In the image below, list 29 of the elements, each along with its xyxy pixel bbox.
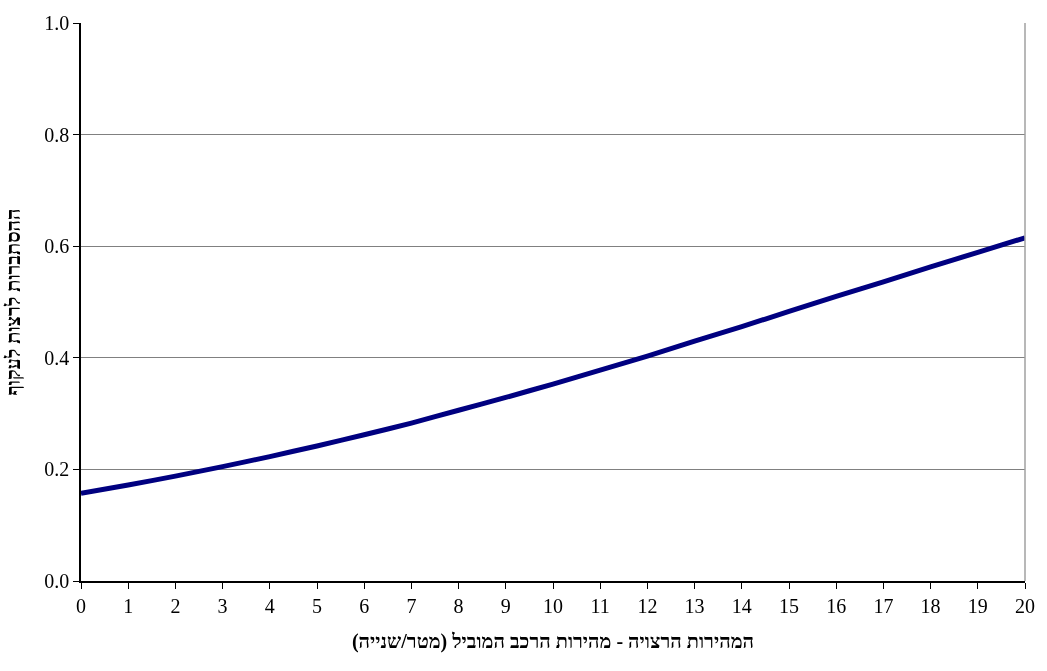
x-tick-label: 0 bbox=[76, 594, 86, 617]
x-tick-label: 12 bbox=[637, 594, 658, 617]
x-tick-label: 20 bbox=[1015, 594, 1035, 617]
x-axis-title: המהירות הרצויה - מהירות הרכב המוביל (מטר/שנייה) bbox=[351, 629, 755, 653]
x-tick-label: 8 bbox=[453, 594, 464, 617]
x-tick-label: 14 bbox=[731, 594, 752, 617]
x-tick-label: 6 bbox=[359, 594, 370, 617]
y-tick-label: 0.8 bbox=[44, 123, 70, 146]
x-tick-label: 7 bbox=[406, 594, 417, 617]
x-tick-label: 15 bbox=[779, 594, 799, 617]
x-tick-label: 2 bbox=[170, 594, 181, 617]
x-tick-label: 5 bbox=[312, 594, 322, 617]
x-tick-label: 4 bbox=[264, 594, 275, 617]
y-tick-label: 0.2 bbox=[44, 458, 70, 481]
x-tick-label: 19 bbox=[967, 594, 988, 617]
y-tick-label: 0.4 bbox=[44, 346, 70, 369]
x-tick-label: 18 bbox=[920, 594, 941, 617]
x-tick-label: 17 bbox=[873, 594, 894, 617]
y-tick-label: 0.6 bbox=[44, 235, 70, 258]
x-tick-label: 13 bbox=[684, 594, 705, 617]
x-tick-label: 9 bbox=[500, 594, 511, 617]
x-tick-label: 11 bbox=[590, 594, 610, 617]
x-tick-label: 3 bbox=[217, 594, 228, 617]
y-axis-title: ההסתברות לרצות לעקוף bbox=[2, 208, 25, 396]
x-tick-label: 16 bbox=[826, 594, 847, 617]
y-tick-label: 0.0 bbox=[44, 570, 70, 592]
y-tick-label: 1.0 bbox=[44, 12, 70, 34]
x-tick-label: 1 bbox=[123, 594, 134, 617]
x-tick-label: 10 bbox=[543, 594, 563, 617]
